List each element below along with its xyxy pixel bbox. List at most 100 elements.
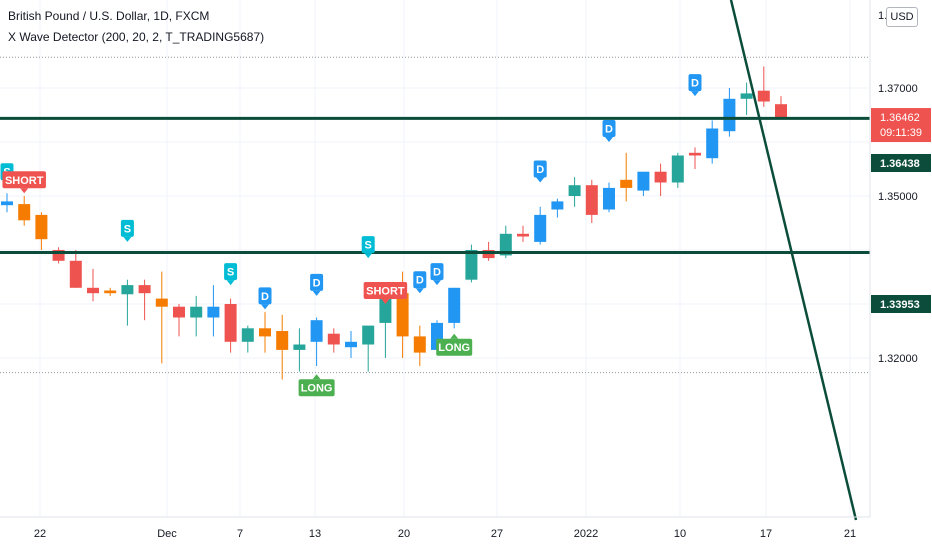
candle-body	[585, 185, 598, 215]
candle	[603, 182, 615, 213]
time-tick: 17	[760, 528, 772, 540]
countdown-text: 09:11:39	[880, 127, 922, 139]
candle	[585, 179, 598, 223]
candle	[757, 66, 770, 107]
candle	[620, 152, 633, 202]
marker-text: LONG	[438, 342, 470, 354]
candle	[345, 331, 357, 358]
candle-body	[654, 171, 667, 183]
candle-body	[568, 185, 581, 196]
time-tick: 27	[491, 528, 503, 540]
candle	[52, 247, 65, 264]
indicator-label[interactable]: X Wave Detector (200, 20, 2, T_TRADING56…	[8, 30, 265, 44]
candle	[362, 325, 375, 372]
signal-markers: SSHORTSSDDLONGSSHORTDDLONGDDD	[0, 74, 702, 397]
candle	[241, 325, 254, 353]
symbol-title: British Pound / U.S. Dollar, 1D, FXCM	[8, 9, 210, 23]
marker-text: D	[261, 291, 269, 303]
candle	[224, 298, 237, 353]
candle	[654, 163, 667, 196]
dotted-range-lines	[0, 56, 870, 374]
marker-text: D	[605, 124, 613, 136]
marker-box	[533, 160, 547, 178]
marker-box	[430, 263, 444, 281]
marker-box	[361, 236, 375, 254]
level-badge-text: 1.33953	[880, 299, 920, 311]
candle-body	[689, 152, 701, 156]
candle	[155, 271, 168, 364]
candle	[327, 328, 340, 353]
marker-box	[2, 171, 46, 189]
marker-long: LONG	[436, 333, 473, 356]
current-price-text: 1.36462	[880, 112, 920, 124]
marker-text: D	[433, 267, 441, 279]
candle-body	[155, 298, 168, 307]
candle-body	[362, 325, 375, 345]
candle	[293, 328, 306, 372]
candle-body	[448, 287, 461, 323]
candle-body	[69, 260, 82, 288]
candle	[35, 212, 48, 250]
candle	[69, 250, 82, 288]
candle-body	[121, 285, 134, 295]
marker-d: D	[258, 287, 272, 310]
marker-text: D	[536, 164, 544, 176]
marker-box	[120, 219, 134, 237]
candle-body	[603, 187, 615, 210]
currency-button[interactable]: USD	[886, 7, 918, 27]
candle	[173, 304, 185, 337]
candle-body	[775, 104, 787, 118]
candle-body	[190, 306, 203, 318]
marker-d: D	[413, 271, 427, 294]
time-tick: 13	[309, 528, 321, 540]
candle	[121, 279, 134, 326]
candle-body	[706, 128, 719, 159]
price-tick: 1.32000	[878, 353, 918, 365]
marker-box	[688, 74, 702, 92]
marker-pointer	[226, 280, 235, 286]
candle-body	[259, 328, 271, 337]
candle-body	[207, 306, 220, 318]
marker-pointer	[691, 91, 699, 97]
marker-s: S	[120, 219, 134, 242]
candle-body	[482, 250, 495, 259]
price-tick: 1.37000	[878, 83, 918, 95]
candle-body	[1, 201, 13, 206]
marker-pointer	[364, 253, 373, 259]
marker-text: D	[416, 275, 424, 287]
marker-d: D	[310, 273, 324, 296]
candle-body	[637, 171, 650, 191]
marker-s: S	[361, 236, 375, 259]
marker-pointer	[312, 290, 321, 296]
marker-short: SHORT	[363, 282, 408, 304]
price-axis[interactable]: 1.31.370001.350001.330001.320001.3646209…	[869, 0, 931, 517]
candle	[671, 152, 684, 188]
marker-pointer	[381, 299, 390, 304]
marker-text: S	[365, 240, 372, 252]
candle	[465, 244, 478, 283]
time-axis[interactable]: 22 Dec 7 13 20 27 2022 10 17 21	[0, 516, 870, 540]
time-tick: Dec	[157, 528, 177, 540]
candle-body	[87, 287, 99, 294]
marker-pointer	[433, 280, 441, 286]
marker-text: LONG	[301, 383, 333, 395]
candle-body	[757, 90, 770, 102]
marker-long: LONG	[298, 374, 335, 397]
marker-d: D	[688, 74, 702, 97]
marker-box	[602, 120, 616, 137]
candle	[689, 147, 701, 169]
marker-text: SHORT	[5, 175, 44, 187]
marker-pointer	[450, 333, 459, 339]
candle-body	[327, 333, 340, 345]
candle	[568, 177, 581, 207]
marker-pointer	[312, 374, 321, 380]
marker-text: S	[227, 267, 234, 279]
marker-s: S	[224, 263, 238, 286]
candle-body	[276, 331, 289, 350]
candle	[104, 287, 117, 296]
candle-body	[224, 304, 237, 342]
candle-body	[671, 155, 684, 183]
marker-text: S	[124, 223, 131, 235]
marker-d: D	[533, 160, 547, 183]
